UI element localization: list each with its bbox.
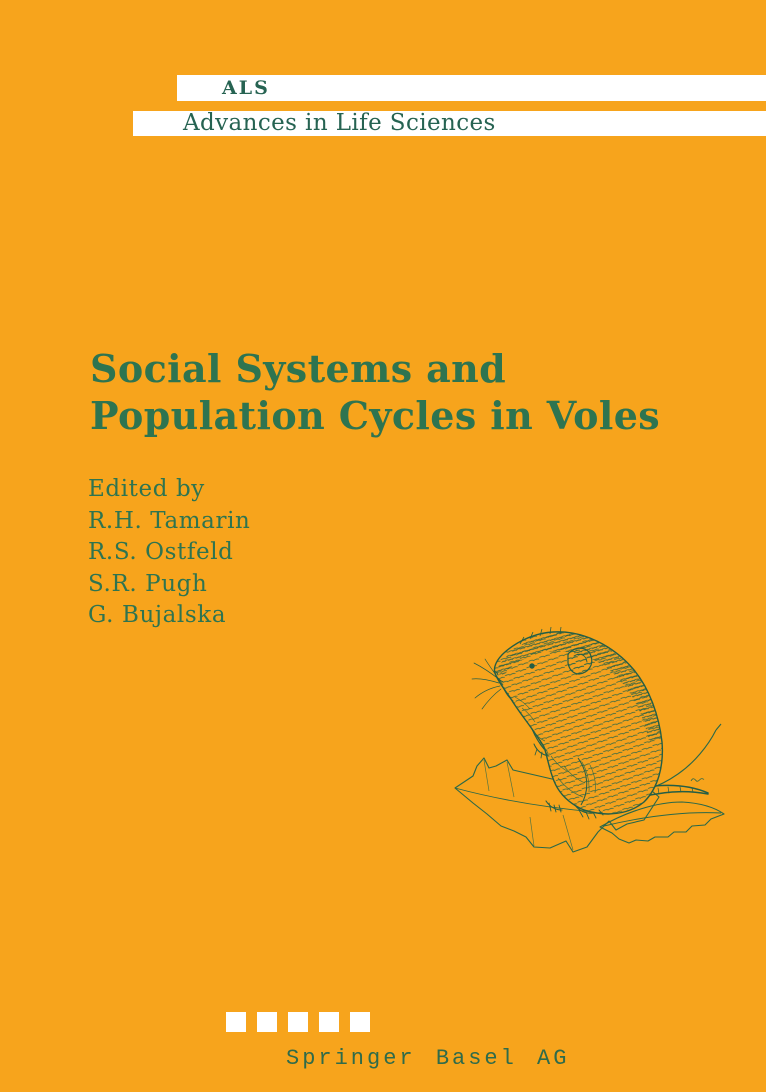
logo-square	[319, 1012, 339, 1032]
series-abbrev-bar: ALS	[177, 75, 766, 101]
book-title-line2: Population Cycles in Voles	[90, 393, 661, 438]
elongated-leaf	[599, 801, 725, 844]
editor-name: G. Bujalska	[88, 602, 227, 629]
publisher-logo-squares	[226, 1012, 370, 1032]
vole-head-details	[471, 647, 593, 710]
book-title: Social Systems and Population Cycles in …	[90, 345, 660, 439]
editors-heading: Edited by	[88, 476, 205, 502]
publisher-name: Springer Basel AG	[286, 1046, 570, 1071]
series-abbrev: ALS	[222, 77, 270, 99]
editor-name: R.H. Tamarin	[88, 507, 251, 534]
series-name: Advances in Life Sciences	[183, 110, 496, 136]
vole-illustration-svg	[454, 626, 725, 853]
editor-name: S.R. Pugh	[88, 570, 208, 597]
logo-square	[350, 1012, 370, 1032]
vole-feet	[531, 728, 604, 820]
logo-square	[226, 1012, 246, 1032]
vole-illustration	[430, 600, 766, 890]
book-title-line1: Social Systems and	[90, 346, 507, 391]
artist-signature	[690, 778, 705, 782]
logo-square	[257, 1012, 277, 1032]
editors-block: Edited by R.H. Tamarin R.S. Ostfeld S.R.…	[88, 474, 250, 632]
vole-body	[493, 626, 664, 815]
editor-name: R.S. Ostfeld	[88, 539, 234, 566]
series-name-bar: Advances in Life Sciences	[133, 111, 766, 136]
logo-square	[288, 1012, 308, 1032]
